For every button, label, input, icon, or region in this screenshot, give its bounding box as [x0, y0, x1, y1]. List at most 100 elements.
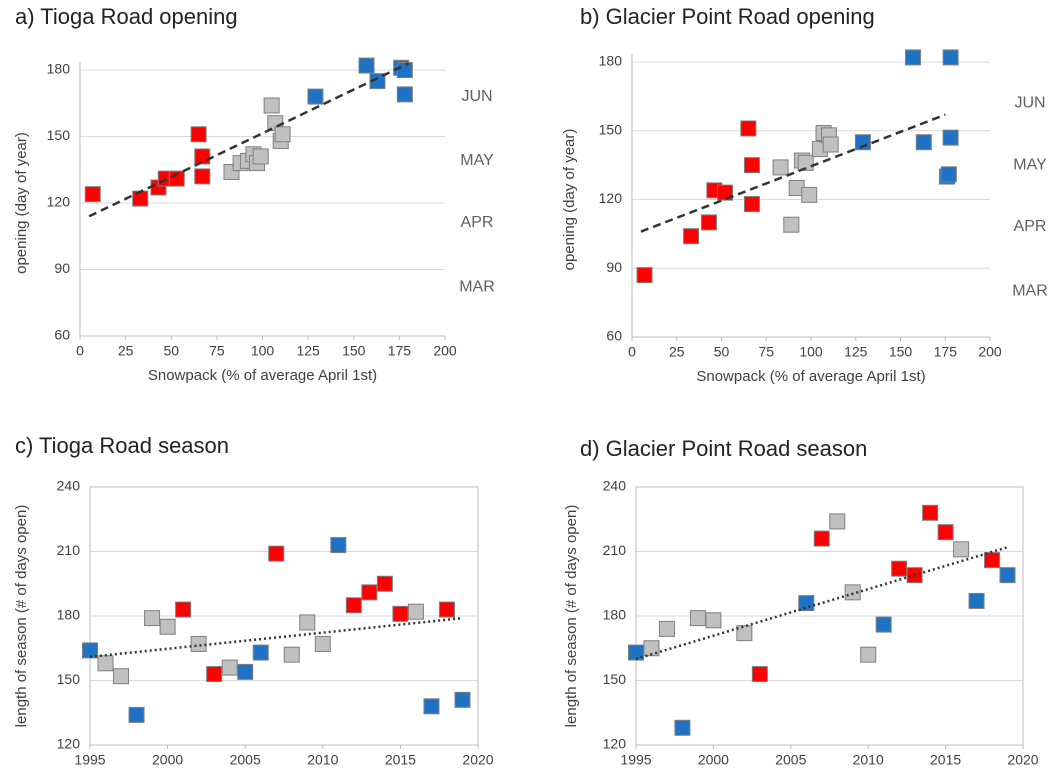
- point: [113, 668, 130, 685]
- y-axis-label: opening (day of year): [561, 129, 578, 271]
- point: [376, 575, 393, 592]
- x-tick-label: 75: [209, 343, 225, 359]
- point: [942, 49, 959, 66]
- point: [937, 524, 954, 541]
- x-tick-label: 2010: [853, 752, 884, 768]
- point: [221, 659, 238, 676]
- point: [801, 186, 818, 203]
- y-axis-label: opening (day of year): [13, 132, 30, 274]
- point: [194, 148, 211, 165]
- point: [454, 691, 471, 708]
- point: [307, 88, 324, 105]
- point: [345, 597, 362, 614]
- trend-line: [640, 113, 946, 233]
- y-axis-label: length of season (# of days open): [13, 505, 30, 728]
- x-tick-label: 100: [251, 343, 275, 359]
- x-tick-label: 150: [342, 343, 366, 359]
- point: [636, 267, 653, 284]
- y-tick-label: 150: [599, 121, 623, 137]
- month-label: JUN: [1014, 94, 1045, 111]
- chart-title: b) Glacier Point Road opening: [580, 4, 875, 29]
- point: [190, 126, 207, 143]
- point: [237, 663, 254, 680]
- month-label: MAR: [459, 278, 495, 295]
- point: [743, 157, 760, 174]
- point: [358, 57, 375, 74]
- x-tick-label: 2005: [775, 752, 806, 768]
- y-tick-label: 180: [603, 607, 627, 623]
- point: [915, 134, 932, 151]
- point: [144, 610, 161, 627]
- chart-title: a) Tioga Road opening: [15, 4, 238, 29]
- point: [252, 148, 269, 165]
- point: [683, 228, 700, 245]
- x-tick-label: 2005: [230, 752, 261, 768]
- point: [263, 97, 280, 114]
- month-label: MAR: [1012, 282, 1048, 299]
- plot-border: [635, 486, 1024, 746]
- x-tick-label: 2020: [1007, 752, 1038, 768]
- point: [268, 545, 285, 562]
- point: [751, 666, 768, 683]
- x-tick-label: 100: [799, 344, 823, 360]
- y-tick-label: 120: [603, 736, 627, 752]
- y-tick-label: 60: [54, 327, 70, 343]
- y-tick-label: 90: [54, 260, 70, 276]
- x-tick-label: 75: [758, 344, 774, 360]
- y-tick-label: 240: [603, 478, 627, 494]
- chart-title: c) Tioga Road season: [15, 433, 229, 458]
- point: [813, 530, 830, 547]
- x-tick-label: 25: [669, 344, 685, 360]
- y-tick-label: 180: [57, 607, 81, 623]
- point: [736, 625, 753, 642]
- month-label: MAY: [1013, 156, 1047, 173]
- point: [999, 567, 1016, 584]
- x-tick-label: 1995: [620, 752, 651, 768]
- trend-line: [88, 62, 410, 218]
- point: [717, 184, 734, 201]
- month-label: MAY: [460, 152, 494, 169]
- x-tick-label: 0: [76, 343, 84, 359]
- y-tick-label: 240: [57, 478, 81, 494]
- point: [940, 166, 957, 183]
- point: [829, 513, 846, 530]
- point: [314, 635, 331, 652]
- point: [299, 614, 316, 631]
- point: [423, 698, 440, 715]
- y-axis-label: length of season (# of days open): [563, 505, 580, 728]
- point: [84, 186, 101, 203]
- point: [984, 552, 1001, 569]
- chart-title: d) Glacier Point Road season: [580, 436, 867, 461]
- point: [905, 49, 922, 66]
- x-tick-label: 200: [978, 344, 1002, 360]
- point: [194, 168, 211, 185]
- point: [97, 655, 114, 672]
- point: [953, 541, 970, 558]
- point: [396, 62, 413, 78]
- y-tick-label: 210: [57, 542, 81, 558]
- y-tick-label: 180: [599, 53, 623, 69]
- point: [206, 666, 223, 683]
- point: [689, 610, 706, 627]
- plot-border: [89, 486, 479, 746]
- point: [128, 706, 145, 723]
- point: [822, 136, 839, 153]
- x-tick-label: 175: [934, 344, 958, 360]
- point: [438, 601, 455, 618]
- point: [82, 642, 98, 659]
- y-tick-label: 120: [599, 190, 623, 206]
- point: [891, 560, 908, 577]
- point: [274, 126, 291, 143]
- point: [844, 584, 861, 601]
- point: [190, 635, 207, 652]
- y-tick-label: 90: [606, 259, 622, 275]
- point: [705, 612, 722, 629]
- point: [772, 159, 789, 176]
- x-axis-label: Snowpack (% of average April 1st): [696, 368, 925, 385]
- point: [942, 129, 959, 146]
- point: [797, 154, 814, 171]
- x-tick-label: 150: [889, 344, 913, 360]
- x-tick-label: 2015: [385, 752, 416, 768]
- month-label: JUN: [461, 88, 492, 105]
